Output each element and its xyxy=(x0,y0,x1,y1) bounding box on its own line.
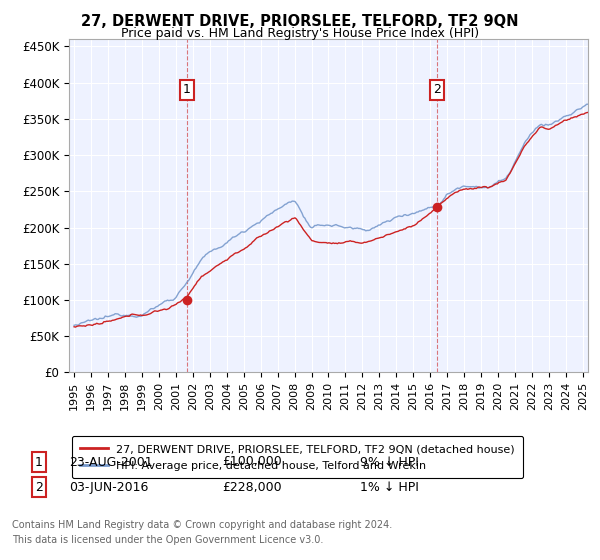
Text: 1% ↓ HPI: 1% ↓ HPI xyxy=(360,480,419,494)
Text: 03-JUN-2016: 03-JUN-2016 xyxy=(69,480,148,494)
Text: 27, DERWENT DRIVE, PRIORSLEE, TELFORD, TF2 9QN: 27, DERWENT DRIVE, PRIORSLEE, TELFORD, T… xyxy=(81,14,519,29)
Text: 1: 1 xyxy=(35,455,43,469)
Text: Price paid vs. HM Land Registry's House Price Index (HPI): Price paid vs. HM Land Registry's House … xyxy=(121,27,479,40)
Text: 9% ↓ HPI: 9% ↓ HPI xyxy=(360,455,419,469)
Text: This data is licensed under the Open Government Licence v3.0.: This data is licensed under the Open Gov… xyxy=(12,535,323,545)
Text: £100,000: £100,000 xyxy=(222,455,282,469)
Text: £228,000: £228,000 xyxy=(222,480,281,494)
Text: 1: 1 xyxy=(183,83,191,96)
Text: Contains HM Land Registry data © Crown copyright and database right 2024.: Contains HM Land Registry data © Crown c… xyxy=(12,520,392,530)
Legend: 27, DERWENT DRIVE, PRIORSLEE, TELFORD, TF2 9QN (detached house), HPI: Average pr: 27, DERWENT DRIVE, PRIORSLEE, TELFORD, T… xyxy=(72,436,523,478)
Text: 2: 2 xyxy=(433,83,442,96)
Text: 23-AUG-2001: 23-AUG-2001 xyxy=(69,455,152,469)
Text: 2: 2 xyxy=(35,480,43,494)
